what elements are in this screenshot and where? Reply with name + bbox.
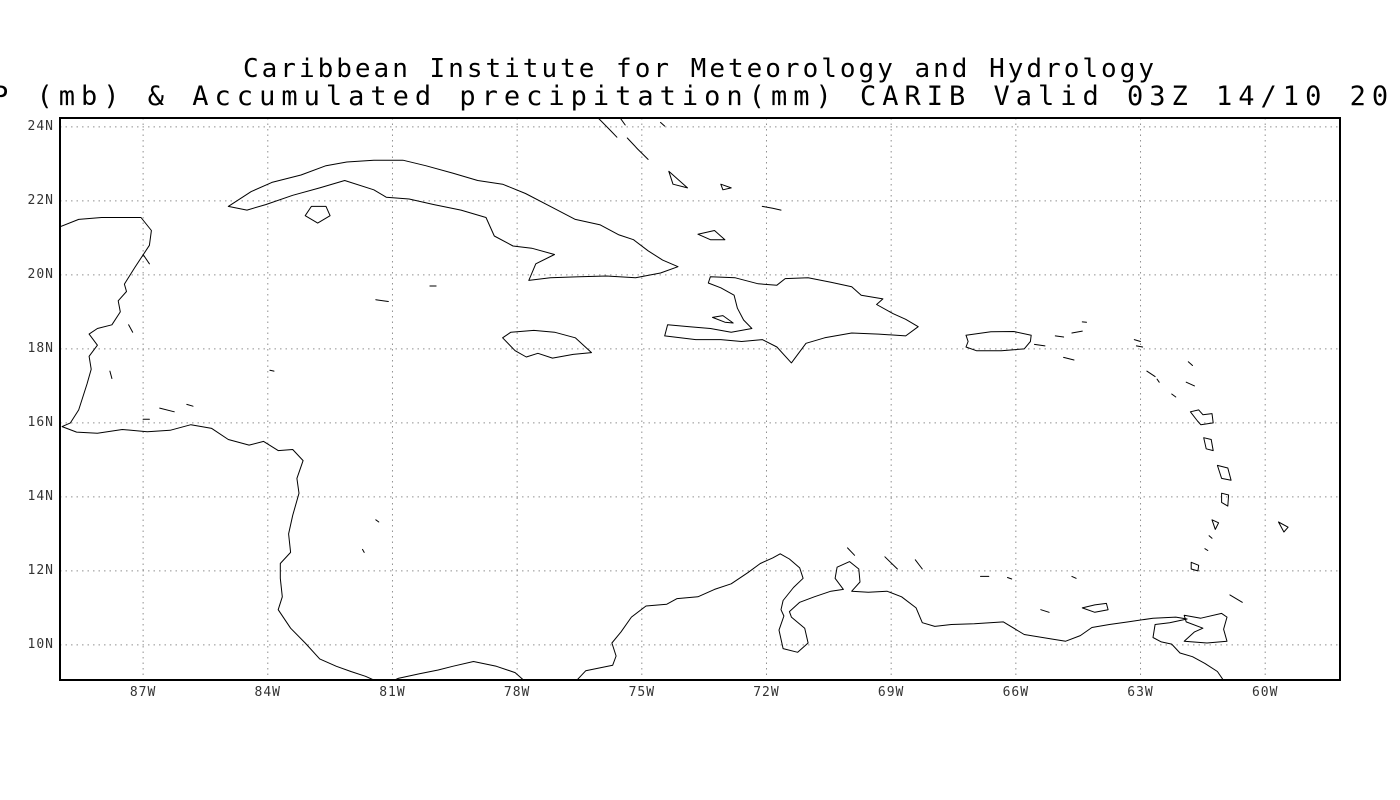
coastline-bonaire <box>914 559 923 570</box>
coastline-isla-de-la-juventud <box>304 205 331 224</box>
plot-frame <box>59 117 1341 681</box>
coastline-nevis <box>1156 378 1160 383</box>
coastline-great-inagua <box>697 230 726 241</box>
coastline-curacao <box>884 556 898 570</box>
coastline-gonave <box>712 315 734 324</box>
lat-tick-label-10N: 10N <box>27 636 54 652</box>
coastline-cozumel <box>142 254 150 265</box>
grid-lines <box>60 118 1340 680</box>
page-subtitle: P (mb) & Accumulated precipitation(mm) C… <box>0 81 1395 112</box>
lon-tick-label-78W: 78W <box>503 685 531 700</box>
coastline-tortola <box>1071 330 1083 334</box>
coastline-roatan <box>159 407 175 413</box>
coastline-long-island-bahamas <box>626 137 649 160</box>
coastline-canouan <box>1204 548 1209 551</box>
coastline-puerto-rico <box>965 331 1032 352</box>
coastline-st-vincent <box>1211 519 1220 530</box>
coastline-exuma <box>597 118 618 138</box>
coastline-guanaja <box>186 403 194 407</box>
lat-tick-label-12N: 12N <box>27 562 54 578</box>
coastline-barbuda <box>1187 361 1193 366</box>
coastline-cat-island <box>619 118 626 126</box>
coastline-grenada <box>1190 561 1200 572</box>
coastline-anguilla <box>1133 339 1141 342</box>
coastline-colombia-venezuela-coast <box>576 553 1224 680</box>
coastline-la-orchila <box>1007 577 1013 580</box>
coastline-st-thomas <box>1054 335 1065 338</box>
coastline-dominica <box>1203 437 1214 452</box>
page-subtitle-clip: P (mb) & Accumulated precipitation(mm) C… <box>0 81 1400 117</box>
lon-tick-label-81W: 81W <box>379 685 406 700</box>
coastline-turks-caicos <box>761 205 782 211</box>
coastline-montserrat <box>1171 393 1177 398</box>
coastline-grand-cayman <box>375 299 389 302</box>
coastline-crooked-acklins <box>668 170 688 189</box>
coastlines-layer <box>60 118 1289 680</box>
coastline-la-tortuga <box>1040 609 1050 613</box>
coastline-martinique <box>1216 464 1232 481</box>
coastline-cuba <box>227 159 679 281</box>
coastline-mainland-yucatan-to-panama <box>60 217 376 680</box>
lon-tick-label-66W: 66W <box>1002 685 1030 700</box>
lon-tick-label-84W: 84W <box>254 685 282 700</box>
coastline-barbados <box>1278 521 1289 533</box>
coastline-swan-island <box>269 369 275 372</box>
coastline-st-martin <box>1135 345 1144 348</box>
coastline-st-kitts <box>1146 370 1156 378</box>
coastline-banco-chinchorro <box>128 324 134 333</box>
lat-tick-label-20N: 20N <box>27 266 54 282</box>
coastline-tobago <box>1229 594 1243 603</box>
coastline-guadeloupe <box>1189 409 1214 426</box>
coastline-san-andres <box>362 548 365 553</box>
coastline-st-croix <box>1063 356 1075 361</box>
lon-tick-label-69W: 69W <box>877 685 905 700</box>
page-title: Caribbean Institute for Meteorology and … <box>242 54 1157 84</box>
lat-tick-label-16N: 16N <box>27 414 54 430</box>
lon-tick-label-60W: 60W <box>1251 685 1279 700</box>
lon-tick-label-72W: 72W <box>753 685 780 700</box>
lat-tick-label-14N: 14N <box>27 488 54 504</box>
coastline-vieques <box>1034 343 1046 347</box>
coastline-san-salvador <box>660 121 666 127</box>
lon-tick-label-75W: 75W <box>628 685 656 700</box>
lat-tick-label-18N: 18N <box>27 340 54 356</box>
coastline-turneffe <box>109 370 113 379</box>
coastline-trinidad <box>1183 612 1228 644</box>
coastline-panama-coast <box>393 661 525 680</box>
coastline-hispaniola <box>664 276 919 364</box>
coastline-aruba <box>847 547 856 556</box>
coastline-st-lucia <box>1221 492 1230 507</box>
lat-tick-label-24N: 24N <box>27 118 54 134</box>
lon-tick-label-87W: 87W <box>129 685 157 700</box>
coastline-providencia <box>375 519 380 523</box>
lat-tick-label-22N: 22N <box>27 192 54 208</box>
coastline-bequia <box>1208 535 1213 539</box>
coastline-margarita <box>1081 602 1109 613</box>
coastline-jamaica <box>502 329 592 359</box>
coastline-antigua <box>1185 381 1195 387</box>
lon-tick-label-63W: 63W <box>1127 685 1154 700</box>
coastline-mayaguana <box>720 183 732 191</box>
coastline-la-blanquilla <box>1071 575 1077 579</box>
